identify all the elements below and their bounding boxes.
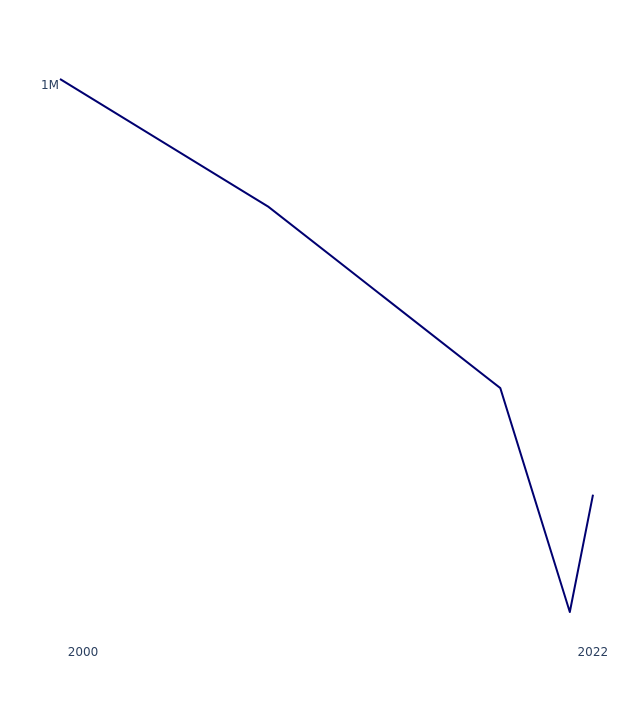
y-axis: 1M [41, 78, 59, 92]
x-tick-label: 2000 [68, 645, 99, 659]
y-tick-label: 1M [41, 78, 59, 92]
plot-area [59, 78, 594, 613]
x-tick-label: 2022 [578, 645, 609, 659]
series-line-0 [59, 78, 594, 613]
x-axis: 2000 2022 [68, 645, 608, 659]
